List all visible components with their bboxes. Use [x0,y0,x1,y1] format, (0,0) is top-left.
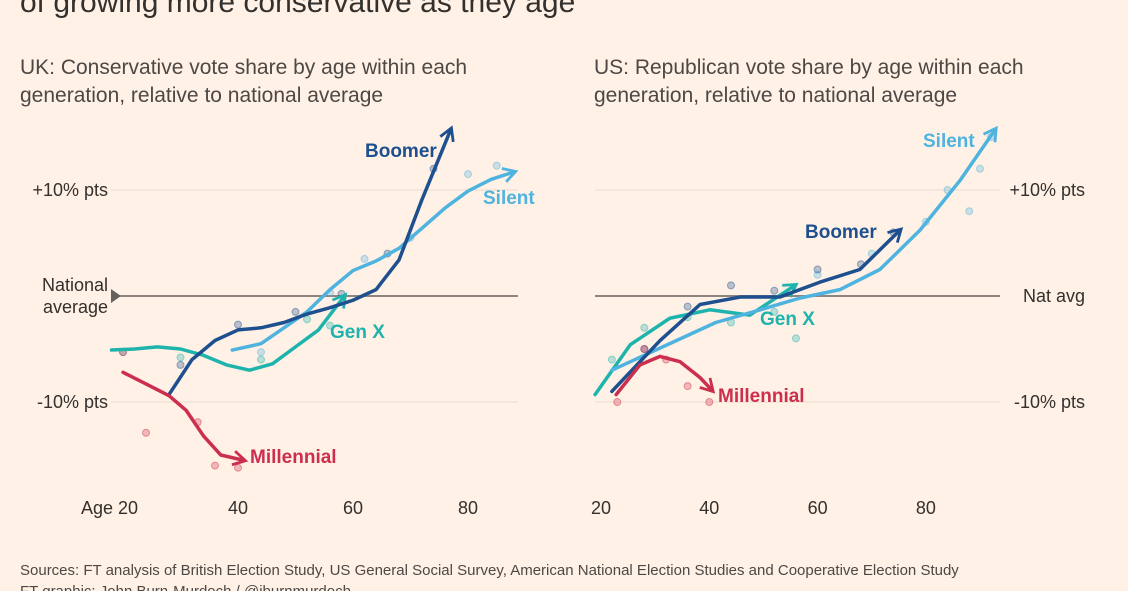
data-dot [770,286,779,295]
y-tick-label: +10% pts [1009,180,1085,200]
x-tick-label: 60 [343,498,363,518]
x-tick-label: 80 [916,498,936,518]
series-label: Gen X [760,309,815,330]
series-line [121,370,249,467]
panel-title: US: Republican vote share by age within … [594,56,1024,107]
data-dot [176,360,185,369]
data-dot [640,323,649,332]
data-dot [813,270,822,279]
series-label: Millennial [718,386,805,407]
data-dot [705,398,714,406]
reference-marker [111,289,121,303]
data-dot [791,334,800,343]
series-label: Silent [483,188,535,209]
data-dot [291,307,300,316]
data-dot [257,348,265,357]
data-dot [234,463,242,472]
data-dot [726,281,735,290]
data-dot [234,320,242,329]
series-label: Gen X [330,322,385,343]
series-line [610,227,904,394]
data-dot [303,315,311,324]
x-tick-label: 40 [699,498,719,518]
data-dot [976,164,985,173]
y-tick-label: Nat avg [1022,286,1085,306]
series-line [167,125,455,397]
x-tick-label: Age 20 [81,498,138,518]
data-dot [360,254,369,263]
series-line [610,125,998,372]
y-tick-label: -10% pts [36,392,108,412]
series-label: Boomer [805,222,877,243]
data-dot [965,207,974,216]
data-dot [640,345,649,353]
data-dot [640,345,649,353]
panel-title: UK: Conservative vote share by age withi… [20,56,468,107]
credit: FT graphic: John Burn-Murdoch / @jburnmu… [20,583,351,591]
series-label: Boomer [365,141,437,162]
series-label: Silent [923,131,975,152]
data-dot [683,302,692,311]
y-tick-label: National average [41,275,108,317]
series-line [230,167,519,352]
headline: of growing more conservative as they age [20,0,576,19]
x-tick-label: 60 [808,498,828,518]
data-dot [683,382,692,391]
series-line [109,292,348,372]
x-tick-label: 20 [591,498,611,518]
data-dot [613,398,622,406]
x-tick-label: 80 [458,498,478,518]
x-tick-label: 40 [228,498,248,518]
series-label: Millennial [250,447,337,468]
data-dot [257,355,265,364]
data-dot [813,265,822,274]
data-dot [770,307,779,316]
data-dot [142,428,150,437]
data-dot [607,355,616,364]
sources: Sources: FT analysis of British Election… [20,562,959,579]
data-dot [492,161,501,170]
series-line [614,354,716,397]
y-tick-label: +10% pts [32,180,108,200]
data-dot [326,321,334,330]
y-tick-label: -10% pts [1013,392,1085,412]
data-dot [176,353,185,362]
data-dot [211,461,219,470]
data-dot [464,170,472,179]
